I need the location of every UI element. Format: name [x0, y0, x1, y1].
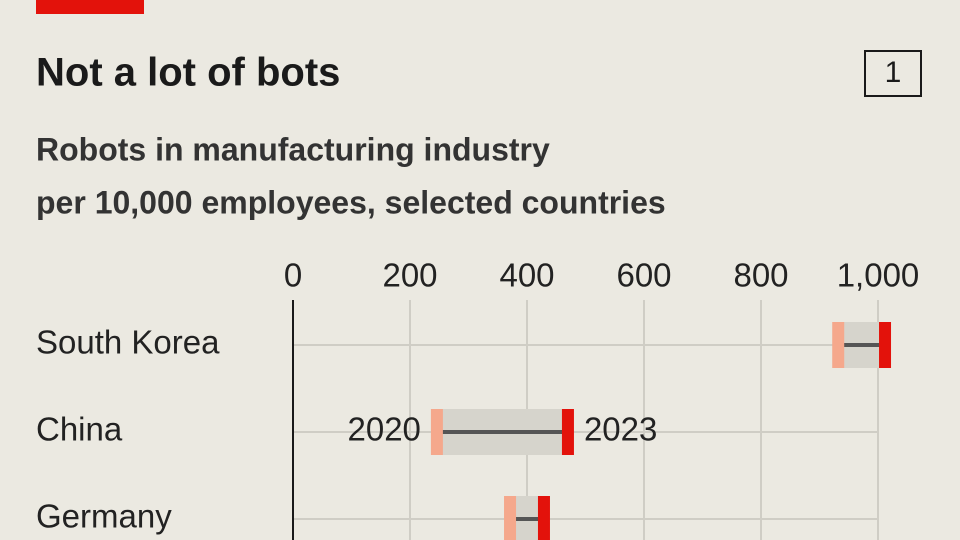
- marker-start: [504, 496, 517, 540]
- x-tick-label: 600: [616, 257, 671, 294]
- subtitle: Robots in manufacturing industry: [36, 131, 550, 167]
- subtitle: per 10,000 employees, selected countries: [36, 184, 666, 220]
- marker-start: [832, 322, 845, 368]
- category-label: South Korea: [36, 324, 220, 361]
- x-tick-label: 800: [733, 257, 788, 294]
- chart-number: 1: [885, 56, 902, 89]
- marker-end: [561, 409, 574, 455]
- series-label: 2020: [347, 411, 420, 448]
- chart-title: Not a lot of bots: [36, 51, 340, 95]
- marker-end: [879, 322, 892, 368]
- marker-end: [537, 496, 550, 540]
- x-tick-label: 200: [382, 257, 437, 294]
- category-label: Germany: [36, 498, 172, 535]
- chart-number-box: [864, 50, 922, 97]
- category-label: China: [36, 411, 123, 448]
- x-tick-label: 0: [284, 257, 302, 294]
- x-tick-label: 1,000: [837, 257, 920, 294]
- marker-start: [430, 409, 443, 455]
- brand-bar: [36, 0, 144, 14]
- series-label: 2023: [584, 411, 657, 448]
- x-tick-label: 400: [499, 257, 554, 294]
